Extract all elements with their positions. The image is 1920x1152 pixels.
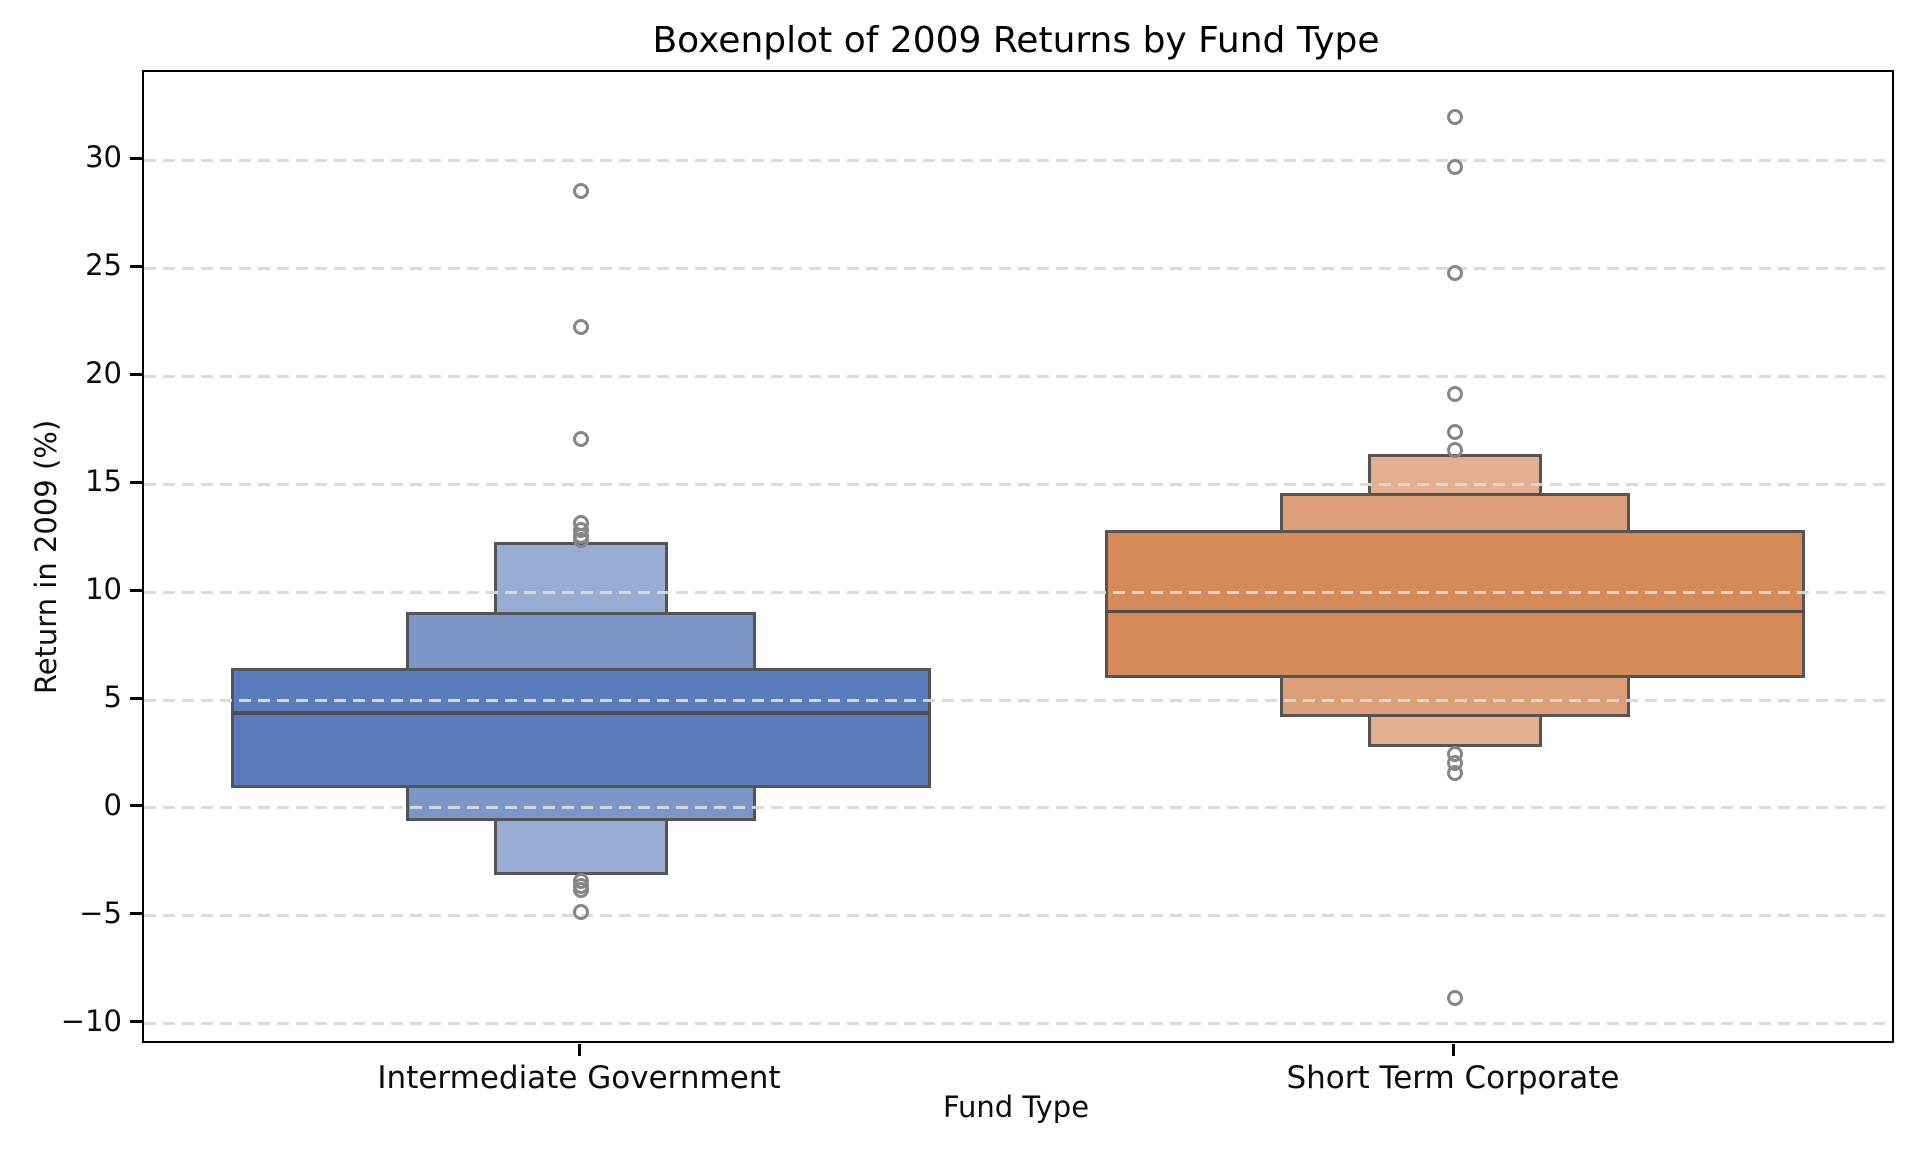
y-tick-label: 0 [103,787,122,822]
x-tick-mark [577,1044,581,1056]
y-tick-label: 10 [85,572,122,607]
y-tick-label: 15 [85,464,122,499]
x-tick-label-intermediate-government: Intermediate Government [377,1060,781,1096]
y-tick-mark [130,912,142,916]
boxen-box-level-1 [231,667,931,789]
x-axis-label: Fund Type [942,1090,1090,1124]
y-tick-mark [130,588,142,592]
outlier-point [573,182,589,199]
outlier-point [1447,989,1463,1006]
outlier-points-layer [144,72,1892,1041]
gridline-y--5 [144,914,1892,918]
y-tick-mark [130,804,142,808]
y-tick-label: −5 [79,895,122,930]
gridline-y-10 [144,590,1892,594]
median-line [1105,609,1805,614]
outlier-point [573,318,589,335]
outlier-point [1447,424,1463,441]
chart-title: Boxenplot of 2009 Returns by Fund Type [652,20,1380,61]
y-tick-mark [130,264,142,268]
gridline-y-5 [144,698,1892,702]
outlier-point [1447,158,1463,175]
outlier-point [573,903,589,920]
gridline-y-0 [144,806,1892,810]
y-tick-mark [130,156,142,160]
x-tick-label-short-term-corporate: Short Term Corporate [1286,1060,1620,1096]
outlier-point [573,430,589,447]
y-tick-label: −10 [60,1003,122,1038]
boxen-box-level-1 [1105,529,1805,679]
y-tick-label: 20 [85,356,122,391]
gridline-y-15 [144,482,1892,486]
gridlines-layer [144,72,1892,1041]
y-tick-mark [130,696,142,700]
y-tick-mark [130,1020,142,1024]
gridline-y-20 [144,374,1892,378]
y-tick-mark [130,372,142,376]
x-tick-mark [1451,1044,1455,1056]
y-tick-label: 30 [85,140,122,175]
plot-area [142,70,1894,1043]
gridline-y-30 [144,158,1892,162]
y-tick-label: 25 [85,248,122,283]
y-tick-label: 5 [103,680,122,714]
outlier-point [573,532,589,549]
outlier-point [1447,385,1463,402]
gridline-y--10 [144,1022,1892,1026]
outlier-point [1447,264,1463,281]
outlier-point [1447,765,1463,782]
outlier-point [1447,109,1463,126]
median-lines-layer [144,72,1892,1041]
gridline-y-25 [144,266,1892,270]
y-tick-mark [130,480,142,484]
outlier-point [573,881,589,898]
median-line [231,711,931,715]
outlier-point [1447,441,1463,458]
